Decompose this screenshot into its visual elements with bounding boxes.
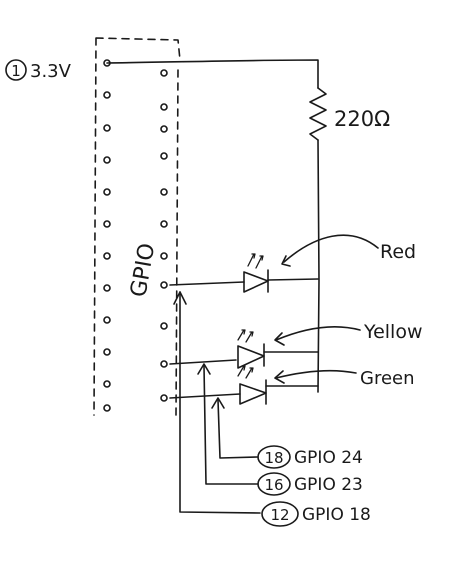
gpio23-wire bbox=[203, 365, 259, 485]
yellow-led-label: Yellow bbox=[363, 321, 423, 343]
power-label: 3.3V bbox=[30, 61, 72, 82]
green-led-symbol bbox=[237, 365, 267, 405]
header-pin-left bbox=[103, 404, 111, 412]
header-pin-right bbox=[160, 252, 168, 260]
header-pin-right bbox=[160, 322, 168, 330]
header-pin-left bbox=[103, 188, 111, 196]
power-wire bbox=[106, 59, 319, 89]
header-pin-left bbox=[103, 252, 111, 260]
red-led-symbol bbox=[243, 253, 269, 293]
gpio23-name: GPIO 23 bbox=[294, 475, 363, 495]
red-callout-arrowhead bbox=[281, 255, 291, 267]
gpio24-label: 18 GPIO 24 bbox=[257, 445, 363, 469]
pin-number-circle-1 bbox=[5, 59, 27, 81]
resistor-label: 220Ω bbox=[334, 107, 390, 131]
header-pin-right bbox=[160, 152, 168, 160]
header-pin-left bbox=[103, 284, 111, 292]
red-led-wire bbox=[169, 278, 319, 286]
header-pin-left bbox=[103, 316, 111, 324]
yellow-callout-arrow bbox=[275, 325, 361, 341]
resistor-symbol bbox=[309, 87, 327, 141]
red-callout-arrow bbox=[283, 234, 379, 263]
header-pin-right bbox=[160, 394, 168, 402]
header-pin-right bbox=[160, 103, 168, 111]
gpio-header-outline bbox=[93, 37, 181, 416]
header-pin-right bbox=[160, 188, 168, 196]
gpio24-name: GPIO 24 bbox=[294, 448, 363, 468]
red-led-label: Red bbox=[380, 241, 416, 263]
header-pin-left bbox=[103, 124, 111, 132]
gpio23-pin-number: 16 bbox=[264, 476, 283, 494]
header-pin-left bbox=[103, 91, 111, 99]
header-pin-left bbox=[103, 156, 111, 164]
green-led-label: Green bbox=[360, 368, 415, 389]
gpio24-arrow bbox=[211, 397, 225, 409]
header-pin-right bbox=[160, 125, 168, 133]
gpio23-label: 16 GPIO 23 bbox=[257, 472, 363, 496]
gpio18-label: 12 GPIO 18 bbox=[261, 501, 371, 527]
green-led-wire bbox=[169, 385, 319, 399]
header-pin-right bbox=[160, 69, 168, 77]
yellow-led-symbol bbox=[237, 329, 265, 369]
header-pin-left bbox=[103, 348, 111, 356]
header-pin-left bbox=[103, 380, 111, 388]
gpio24-pin-number: 18 bbox=[264, 449, 283, 467]
header-pins bbox=[103, 59, 168, 412]
resistor-bus-wire bbox=[317, 139, 320, 393]
green-callout-arrowhead bbox=[274, 370, 285, 384]
gpio24-wire bbox=[217, 399, 259, 459]
power-pin-number: 1 bbox=[11, 62, 21, 80]
header-pin-right bbox=[160, 220, 168, 228]
gpio18-pin-number: 12 bbox=[270, 506, 289, 524]
gpio23-arrow bbox=[197, 363, 211, 375]
green-callout-arrow bbox=[275, 369, 357, 379]
gpio-header-label: GPIO bbox=[126, 241, 160, 299]
header-pin-right bbox=[160, 281, 168, 289]
header-pin-right bbox=[160, 360, 168, 368]
gpio18-name: GPIO 18 bbox=[302, 505, 371, 525]
header-pin-left bbox=[103, 220, 111, 228]
yellow-callout-arrowhead bbox=[274, 332, 285, 346]
yellow-led-wire bbox=[169, 351, 319, 365]
gpio18-wire bbox=[179, 291, 261, 514]
gpio18-arrow bbox=[173, 291, 187, 305]
